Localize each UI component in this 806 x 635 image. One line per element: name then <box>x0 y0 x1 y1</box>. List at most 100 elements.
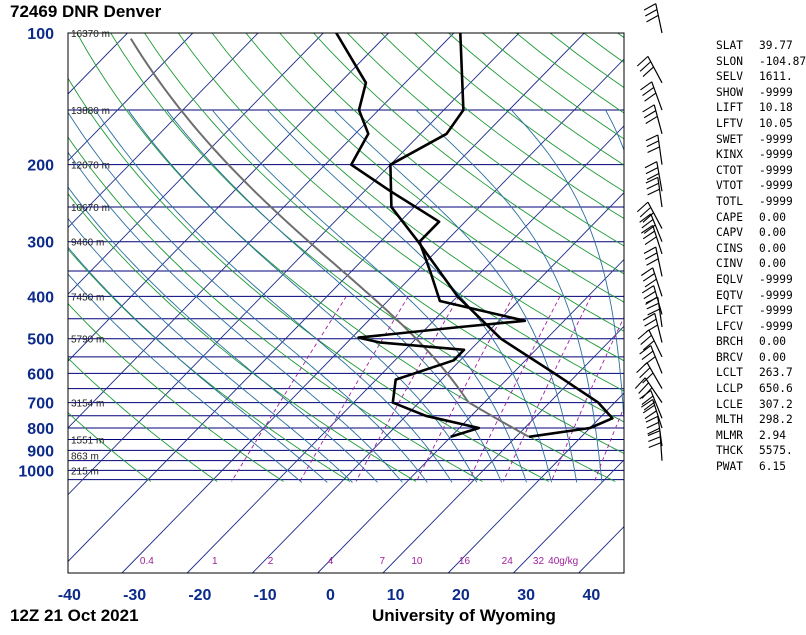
index-key: LIFT <box>716 101 743 115</box>
index-value: 10.18 <box>759 101 793 115</box>
mixing-ratio-line <box>415 296 514 482</box>
dry-adiabat-line <box>68 357 218 482</box>
pressure-tick-label: 100 <box>27 26 54 43</box>
indices-table: SLAT 39.77 SLON -104.87 SELV 1611. SHOW -9999 LI… <box>716 38 806 475</box>
pressure-tick-label: 700 <box>27 396 54 413</box>
index-row: SELV 1611. <box>716 69 806 85</box>
index-row: CAPV 0.00 <box>716 225 806 241</box>
wind-barb-flag <box>637 329 650 340</box>
index-key: TOTL <box>716 194 743 208</box>
index-value: -9999 <box>759 85 793 99</box>
wind-barb-flag <box>641 267 654 276</box>
height-label: 1551 m <box>71 436 104 447</box>
wind-barb-flag <box>642 66 654 77</box>
wind-barb-flag <box>636 362 648 373</box>
moist-adiabat-line <box>68 151 403 483</box>
height-label: 3154 m <box>71 399 104 410</box>
isotherm-line <box>68 33 520 496</box>
wind-barb-shaft <box>659 430 663 461</box>
index-row: SWET -9999 <box>716 132 806 148</box>
wind-barb-flag <box>641 224 654 234</box>
index-value: 307.2 <box>759 397 793 411</box>
pressure-tick-label: 900 <box>27 443 54 460</box>
mixing-ratio-line <box>550 316 624 482</box>
wind-barb-flag <box>636 55 649 67</box>
wind-barb-shaft <box>650 345 663 374</box>
wind-barb-flag <box>646 14 659 23</box>
wind-barb-flag <box>646 140 659 148</box>
wind-barb-flag <box>636 201 649 213</box>
temperature-tick-label: 30 <box>517 587 535 604</box>
wind-barb-shaft <box>647 201 663 229</box>
height-label: 13880 m <box>71 106 110 117</box>
wind-barb-flag <box>642 230 655 240</box>
mixing-ratio-label: 2 <box>268 556 274 567</box>
index-value: -9999 <box>759 194 793 208</box>
wind-barb-shaft <box>651 81 663 111</box>
wind-barb-flag <box>634 377 646 389</box>
wind-barb-flag <box>642 87 655 97</box>
wind-barb-flag <box>643 246 657 254</box>
wind-barb-shaft <box>652 399 663 429</box>
dry-adiabat-line <box>68 136 483 482</box>
index-row: EQTV -9999 <box>716 288 806 304</box>
index-value: 298.2 <box>759 413 793 427</box>
moist-adiabat-line <box>415 109 603 483</box>
isotherm-line <box>317 258 624 573</box>
wind-barb-flag <box>644 92 657 102</box>
index-key: LCLT <box>716 366 743 380</box>
temperature-tick-label: 40 <box>583 587 601 604</box>
wind-barb-flag <box>639 367 651 379</box>
index-value: 263.7 <box>759 366 793 380</box>
index-key: SELV <box>716 70 743 84</box>
index-key: LFCT <box>716 304 743 318</box>
wind-barb-flag <box>639 213 652 223</box>
wind-barb-shaft <box>648 329 663 358</box>
index-row: LCLE 307.2 <box>716 397 806 413</box>
dry-adiabat-line <box>346 33 624 247</box>
wind-barb-flag <box>642 212 654 223</box>
dry-adiabat-line <box>380 33 624 220</box>
index-key: CINV <box>716 257 743 271</box>
index-row: CAPE 0.00 <box>716 210 806 226</box>
index-row: LFCT -9999 <box>716 303 806 319</box>
wind-barb-shaft <box>644 377 663 403</box>
dry-adiabat-line <box>76 33 616 482</box>
wind-barb-flag <box>642 104 655 113</box>
credit-label: University of Wyoming <box>372 606 556 625</box>
index-key: MLMR <box>716 428 743 442</box>
wind-barb-flag <box>645 415 659 423</box>
index-row: CINV 0.00 <box>716 256 806 272</box>
wind-barb-flag <box>647 308 660 316</box>
index-key: MLTH <box>716 413 743 427</box>
moist-adiabat-line <box>333 109 578 483</box>
wind-barb-shaft <box>655 246 663 277</box>
index-row: LFCV -9999 <box>716 319 806 335</box>
index-row: LCLT 263.7 <box>716 365 806 381</box>
wind-barb-flag <box>641 285 655 294</box>
moist-adiabat-line <box>127 109 478 483</box>
dry-adiabat-line <box>313 33 624 275</box>
index-value: 39.77 <box>759 39 793 52</box>
moist-adiabat-line <box>211 109 527 483</box>
index-key: EQLV <box>716 272 743 286</box>
dewpoint-profile <box>335 33 527 439</box>
mixing-ratio-line <box>231 296 347 482</box>
isotherm-line <box>68 33 324 295</box>
temperature-tick-label: -10 <box>254 587 277 604</box>
isotherm-line <box>68 33 455 429</box>
chart-title: 72469 DNR Denver <box>10 2 162 21</box>
height-label: 5790 m <box>71 335 104 346</box>
wind-barb-flag <box>645 134 659 142</box>
wind-barb-flag <box>644 236 657 245</box>
index-row: MLTH 298.2 <box>716 412 806 428</box>
wind-barb-flag <box>647 146 660 154</box>
wind-barb-flag <box>639 61 652 72</box>
wind-barb-flag <box>646 302 659 310</box>
wind-barb-shaft <box>650 213 663 242</box>
index-value: 10.05 <box>759 116 793 130</box>
wind-barb-flag <box>644 410 657 420</box>
parcel-path <box>129 38 530 438</box>
index-row: BRCV 0.00 <box>716 350 806 366</box>
index-row: TOTL -9999 <box>716 194 806 210</box>
